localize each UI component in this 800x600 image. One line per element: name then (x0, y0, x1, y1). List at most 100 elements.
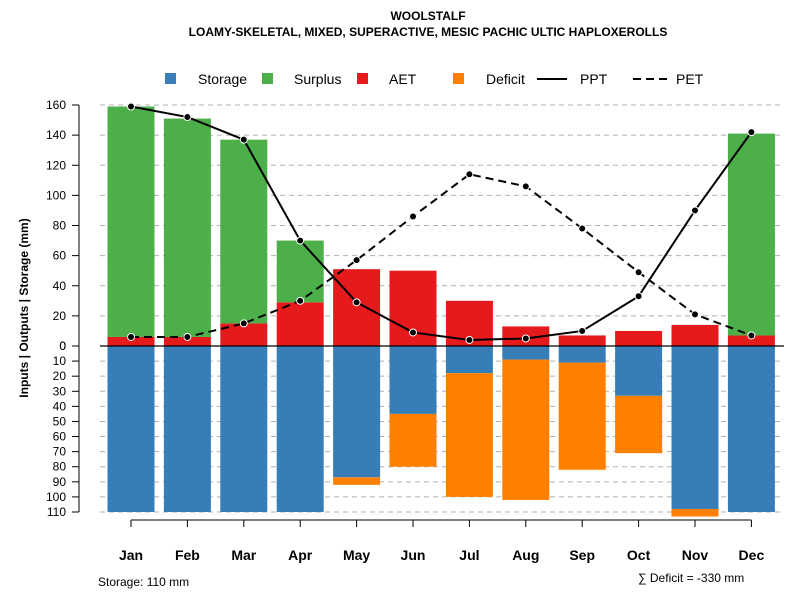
storage-bar-nov (671, 346, 719, 509)
ppt-point (352, 298, 361, 307)
legend-surplus-swatch (262, 73, 273, 84)
aet-bar-oct (615, 330, 663, 346)
ppt-point (409, 328, 417, 337)
x-tick-label-aug: Aug (512, 547, 539, 563)
y-tick-label: 20 (53, 369, 67, 383)
ppt-point (183, 113, 192, 122)
storage-note: Storage: 110 mm (98, 575, 189, 589)
ppt-point (127, 102, 135, 111)
aet-bar-nov (671, 324, 719, 346)
y-tick-label: 40 (53, 279, 67, 293)
storage-bar-jul (445, 346, 493, 374)
x-tick-label-jun: Jun (401, 547, 426, 563)
y-tick-label: 70 (53, 445, 67, 459)
legend-surplus-label: Surplus (294, 71, 341, 87)
x-tick-label-nov: Nov (682, 547, 709, 563)
aet-bar-dec (727, 335, 775, 346)
pet-point (747, 331, 756, 340)
x-tick-label-may: May (343, 547, 370, 563)
aet-bar-jan (107, 336, 155, 346)
deficit-note: ∑ Deficit = -330 mm (638, 571, 744, 585)
legend-aet-label: AET (389, 71, 417, 87)
pet-point (409, 212, 417, 221)
y-tick-label: 10 (53, 354, 67, 368)
storage-bar-jan (107, 346, 155, 512)
pet-point (296, 296, 305, 305)
deficit-bar-may (333, 477, 381, 485)
chart-subtitle: LOAMY-SKELETAL, MIXED, SUPERACTIVE, MESI… (189, 25, 668, 39)
aet-bar-sep (558, 335, 606, 346)
ppt-point (691, 206, 699, 215)
y-tick-label: 50 (53, 414, 67, 428)
deficit-bar-oct (615, 395, 663, 454)
legend-pet-label: PET (676, 71, 704, 87)
aet-bar-mar (220, 323, 268, 346)
surplus-bar-apr (276, 240, 324, 303)
legend-aet-swatch (357, 73, 368, 84)
ppt-point (239, 135, 248, 144)
legend-storage-swatch (165, 73, 176, 84)
storage-bar-may (333, 346, 381, 478)
y-tick-label: 80 (53, 460, 67, 474)
series-lines (127, 102, 756, 344)
pet-point (634, 268, 643, 277)
legend: Storage Surplus AET Deficit PPT PET (165, 71, 704, 87)
ppt-line (130, 105, 753, 341)
y-tick-label: 60 (53, 249, 67, 263)
deficit-bar-aug (502, 359, 550, 500)
y-tick-label: 140 (46, 128, 66, 142)
storage-bar-mar (220, 346, 268, 512)
x-tick-label-sep: Sep (569, 547, 595, 563)
x-tick-label-jul: Jul (459, 547, 479, 563)
axes: 0204060801001201401600102030405060708090… (46, 98, 764, 563)
y-tick-label: 0 (59, 339, 66, 353)
ppt-point (296, 236, 305, 245)
x-tick-label-mar: Mar (231, 547, 256, 563)
pet-point (578, 224, 587, 233)
aet-bar-apr (276, 302, 324, 346)
legend-ppt-label: PPT (580, 71, 608, 87)
aet-bar-feb (163, 336, 211, 346)
pet-point (239, 319, 248, 328)
storage-bar-feb (163, 346, 211, 512)
ppt-point (465, 335, 474, 344)
surplus-bar-dec (727, 133, 775, 336)
y-tick-label: 100 (46, 490, 66, 504)
pet-point (691, 310, 699, 319)
pet-point (521, 182, 530, 191)
grid-lines (100, 104, 784, 513)
pet-point (127, 332, 135, 341)
ppt-point (634, 292, 643, 301)
x-tick-label-apr: Apr (288, 547, 313, 563)
y-tick-label: 40 (53, 399, 67, 413)
ppt-point (521, 334, 530, 343)
chart-title: WOOLSTALF (390, 9, 465, 23)
storage-bar-oct (615, 346, 663, 396)
pet-point (465, 170, 474, 179)
ppt-point (578, 326, 587, 335)
surplus-bar-feb (163, 118, 211, 337)
y-tick-label: 20 (53, 309, 67, 323)
y-tick-label: 110 (47, 505, 66, 519)
legend-storage-label: Storage (198, 71, 247, 87)
storage-bar-apr (276, 346, 324, 512)
x-tick-label-jan: Jan (119, 547, 143, 563)
x-tick-label-feb: Feb (175, 547, 200, 563)
x-tick-label-dec: Dec (739, 547, 765, 563)
surplus-bar-mar (220, 139, 268, 324)
storage-bar-aug (502, 346, 550, 360)
y-axis-label: Inputs | Outputs | Storage (mm) (17, 218, 31, 397)
legend-deficit-label: Deficit (486, 71, 525, 87)
y-tick-label: 90 (53, 475, 67, 489)
surplus-bar-jan (107, 106, 155, 337)
bars (100, 106, 784, 517)
y-tick-label: 80 (53, 219, 67, 233)
ppt-point (747, 128, 756, 137)
storage-bar-dec (727, 346, 775, 512)
deficit-bar-nov (671, 508, 719, 517)
y-tick-label: 60 (53, 430, 67, 444)
deficit-bar-jul (445, 373, 493, 497)
y-tick-label: 120 (46, 158, 66, 172)
x-tick-label-oct: Oct (627, 547, 651, 563)
legend-deficit-swatch (453, 73, 464, 84)
